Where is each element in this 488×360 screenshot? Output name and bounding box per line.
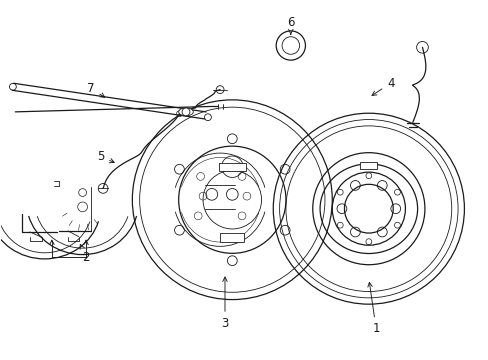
Text: 2: 2: [80, 244, 90, 264]
Circle shape: [182, 108, 189, 116]
Text: 1: 1: [367, 282, 379, 335]
Bar: [360, 162, 377, 168]
Text: 5: 5: [97, 150, 114, 163]
Bar: [218, 163, 245, 171]
Bar: [220, 233, 244, 242]
Text: 7: 7: [87, 82, 104, 97]
Text: 4: 4: [371, 77, 394, 95]
Text: 6: 6: [286, 16, 294, 34]
Text: 3: 3: [221, 277, 228, 330]
Ellipse shape: [178, 108, 193, 116]
